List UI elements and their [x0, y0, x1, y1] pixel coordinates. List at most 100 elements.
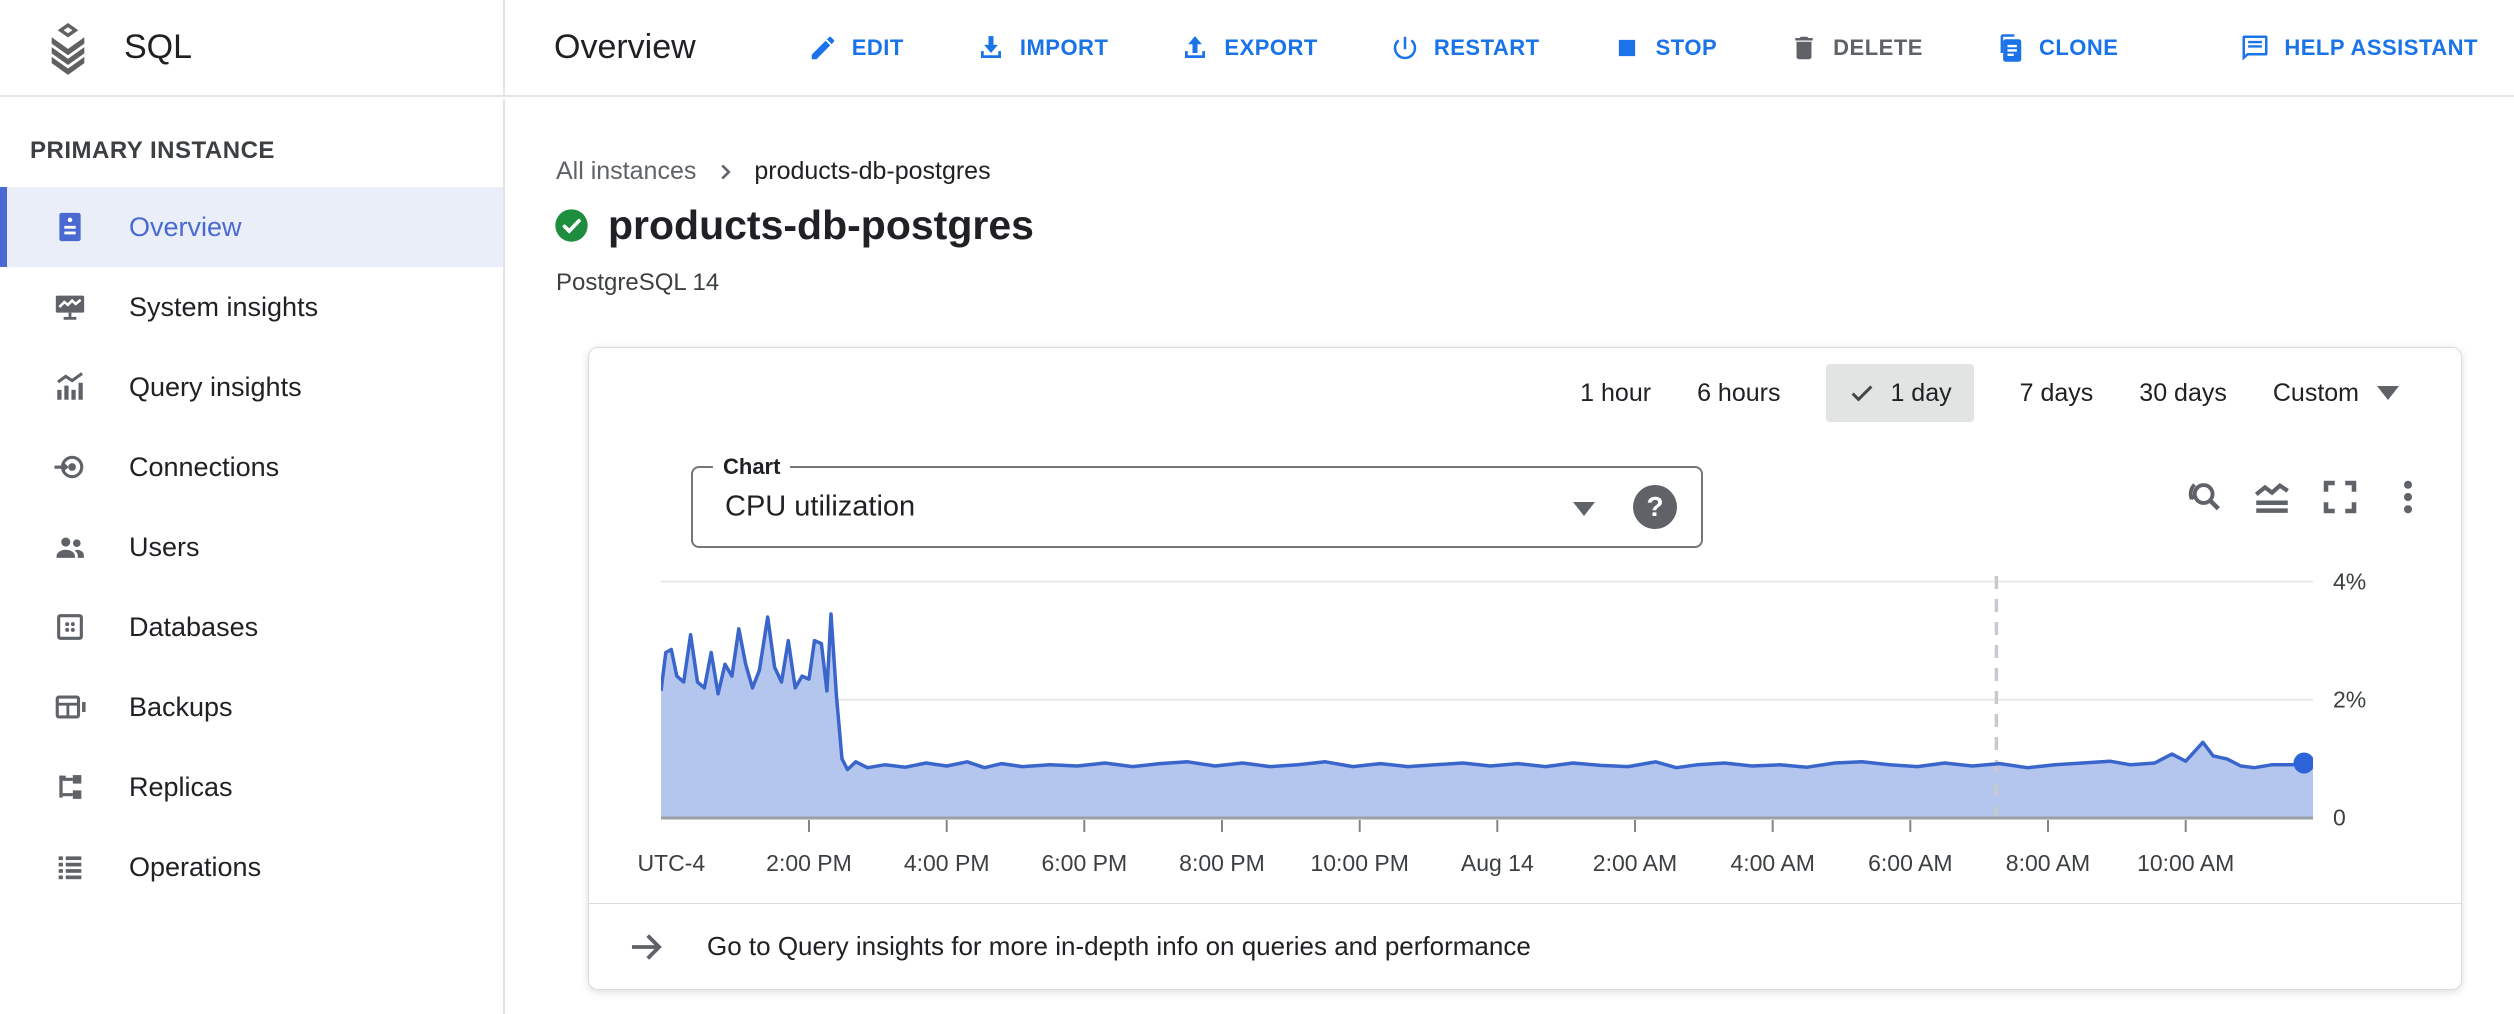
stop-button[interactable]: STOP	[1612, 33, 1718, 63]
sidebar-item-label: Replicas	[129, 771, 233, 802]
connections-icon	[53, 450, 87, 484]
operations-icon	[53, 850, 87, 884]
help-assistant-label: HELP ASSISTANT	[2284, 34, 2478, 60]
range-7-days[interactable]: 7 days	[2019, 378, 2094, 407]
sidebar-item-label: Query insights	[129, 371, 302, 402]
x-axis-label: 8:00 PM	[1179, 850, 1265, 876]
sidebar-item-connections[interactable]: Connections	[0, 427, 503, 507]
sidebar-item-label: Operations	[129, 851, 262, 882]
chart-select-label: Chart	[713, 454, 791, 480]
main-content: All instances products-db-postgres produ…	[507, 99, 2514, 1014]
chart-metric-select[interactable]: Chart CPU utilization ?	[691, 454, 1703, 548]
more-options-icon[interactable]	[2387, 476, 2429, 518]
clone-icon	[2000, 33, 2022, 62]
y-axis-label: 0	[2333, 804, 2346, 831]
stop-icon	[1618, 39, 1635, 56]
sidebar-item-users[interactable]: Users	[0, 507, 503, 587]
sidebar-item-query-insights[interactable]: Query insights	[0, 347, 503, 427]
import-label: IMPORT	[1019, 34, 1109, 60]
sidebar-item-overview[interactable]: Overview	[0, 187, 503, 267]
x-axis-label: 6:00 PM	[1041, 850, 1128, 876]
sidebar-item-operations[interactable]: Operations	[0, 827, 503, 907]
help-icon[interactable]: ?	[1633, 485, 1677, 529]
breadcrumb-all-instances-link[interactable]: All instances	[556, 157, 697, 185]
sidebar-item-databases[interactable]: Databases	[0, 587, 503, 667]
x-axis-label: Aug 14	[1460, 850, 1534, 876]
sidebar-item-label: Databases	[129, 611, 259, 642]
sidebar-item-backups[interactable]: Backups	[0, 667, 503, 747]
sidebar-items: Overview System insights Query insights …	[0, 187, 503, 907]
status-healthy-icon	[553, 207, 590, 244]
breadcrumb-current: products-db-postgres	[754, 157, 991, 185]
breadcrumb: All instances products-db-postgres	[556, 157, 991, 186]
x-axis-label: 10:00 PM	[1310, 850, 1409, 876]
power-icon	[1393, 36, 1417, 59]
databases-icon	[53, 610, 87, 644]
chart-select-value: CPU utilization	[725, 490, 916, 523]
y-axis-label: 4%	[2333, 568, 2367, 594]
sidebar-item-label: Users	[129, 531, 200, 562]
sidebar-item-label: System insights	[129, 291, 319, 322]
x-axis-label: UTC-4	[637, 850, 706, 876]
range-1-hour[interactable]: 1 hour	[1580, 378, 1652, 407]
check-icon	[1848, 379, 1876, 407]
import-button[interactable]: IMPORT	[976, 33, 1109, 63]
dropdown-arrow-icon	[1573, 502, 1595, 516]
chart-toolbar	[2183, 476, 2429, 518]
time-range-selector: 1 hour 6 hours 1 day 7 days 30 days Cust…	[1580, 364, 2399, 422]
delete-label: DELETE	[1833, 34, 1923, 60]
edit-label: EDIT	[851, 34, 904, 60]
range-custom-label: Custom	[2272, 378, 2359, 407]
sql-logo-icon	[40, 19, 96, 77]
stop-label: STOP	[1655, 34, 1718, 60]
product-brand: SQL	[0, 0, 505, 95]
help-assistant-button[interactable]: HELP ASSISTANT	[2240, 33, 2478, 63]
overview-icon	[53, 210, 87, 244]
range-6-hours[interactable]: 6 hours	[1697, 378, 1781, 407]
metrics-card: 1 hour 6 hours 1 day 7 days 30 days Cust…	[588, 347, 2462, 990]
sidebar-item-label: Backups	[129, 691, 233, 722]
arrow-right-icon	[625, 926, 667, 968]
trash-icon	[1795, 36, 1813, 59]
page-title: Overview	[554, 28, 696, 66]
edit-button[interactable]: EDIT	[808, 33, 904, 63]
query-insights-link[interactable]: Go to Query insights for more in-depth i…	[589, 903, 2461, 989]
sidebar-item-system-insights[interactable]: System insights	[0, 267, 503, 347]
restart-label: RESTART	[1433, 34, 1540, 60]
sidebar-item-label: Connections	[129, 451, 280, 482]
chat-icon	[2242, 35, 2268, 60]
export-button[interactable]: EXPORT	[1180, 33, 1317, 63]
sidebar-section-label: PRIMARY INSTANCE	[30, 137, 275, 164]
chevron-down-icon	[2377, 386, 2399, 400]
range-1-day-selected[interactable]: 1 day	[1826, 364, 1974, 422]
users-icon	[53, 530, 87, 564]
zoom-reset-icon[interactable]	[2183, 476, 2225, 518]
range-30-days[interactable]: 30 days	[2139, 378, 2227, 407]
delete-button[interactable]: DELETE	[1789, 33, 1923, 63]
pencil-icon	[811, 36, 834, 59]
product-name: SQL	[124, 28, 193, 66]
range-1-day-label: 1 day	[1890, 378, 1952, 407]
x-axis-label: 2:00 PM	[766, 850, 852, 876]
sidebar: PRIMARY INSTANCE Overview System insight…	[0, 99, 505, 1014]
y-axis-label: 2%	[2333, 686, 2367, 713]
database-version: PostgreSQL 14	[556, 269, 720, 296]
range-custom[interactable]: Custom	[2273, 379, 2399, 408]
export-label: EXPORT	[1224, 34, 1318, 60]
sidebar-item-label: Overview	[129, 211, 242, 242]
top-bar: SQL Overview EDIT IMPORT EXPORT	[0, 0, 2514, 97]
restart-button[interactable]: RESTART	[1390, 33, 1540, 63]
x-axis-label: 2:00 AM	[1592, 850, 1678, 876]
query-insights-icon	[53, 370, 87, 404]
x-axis-label: 4:00 PM	[903, 850, 990, 876]
export-icon	[1185, 35, 1206, 58]
sidebar-item-replicas[interactable]: Replicas	[0, 747, 503, 827]
system-insights-icon	[53, 290, 87, 324]
area-chart-icon[interactable]	[2251, 476, 2293, 518]
cpu-chart-plot[interactable]	[659, 562, 2315, 832]
top-bar-main: Overview EDIT IMPORT EXPORT RESTART	[505, 0, 2514, 95]
fullscreen-icon[interactable]	[2319, 476, 2361, 518]
instance-name-title: products-db-postgres	[608, 202, 1034, 248]
clone-button[interactable]: CLONE	[1995, 33, 2119, 63]
query-insights-link-text: Go to Query insights for more in-depth i…	[707, 931, 1531, 961]
